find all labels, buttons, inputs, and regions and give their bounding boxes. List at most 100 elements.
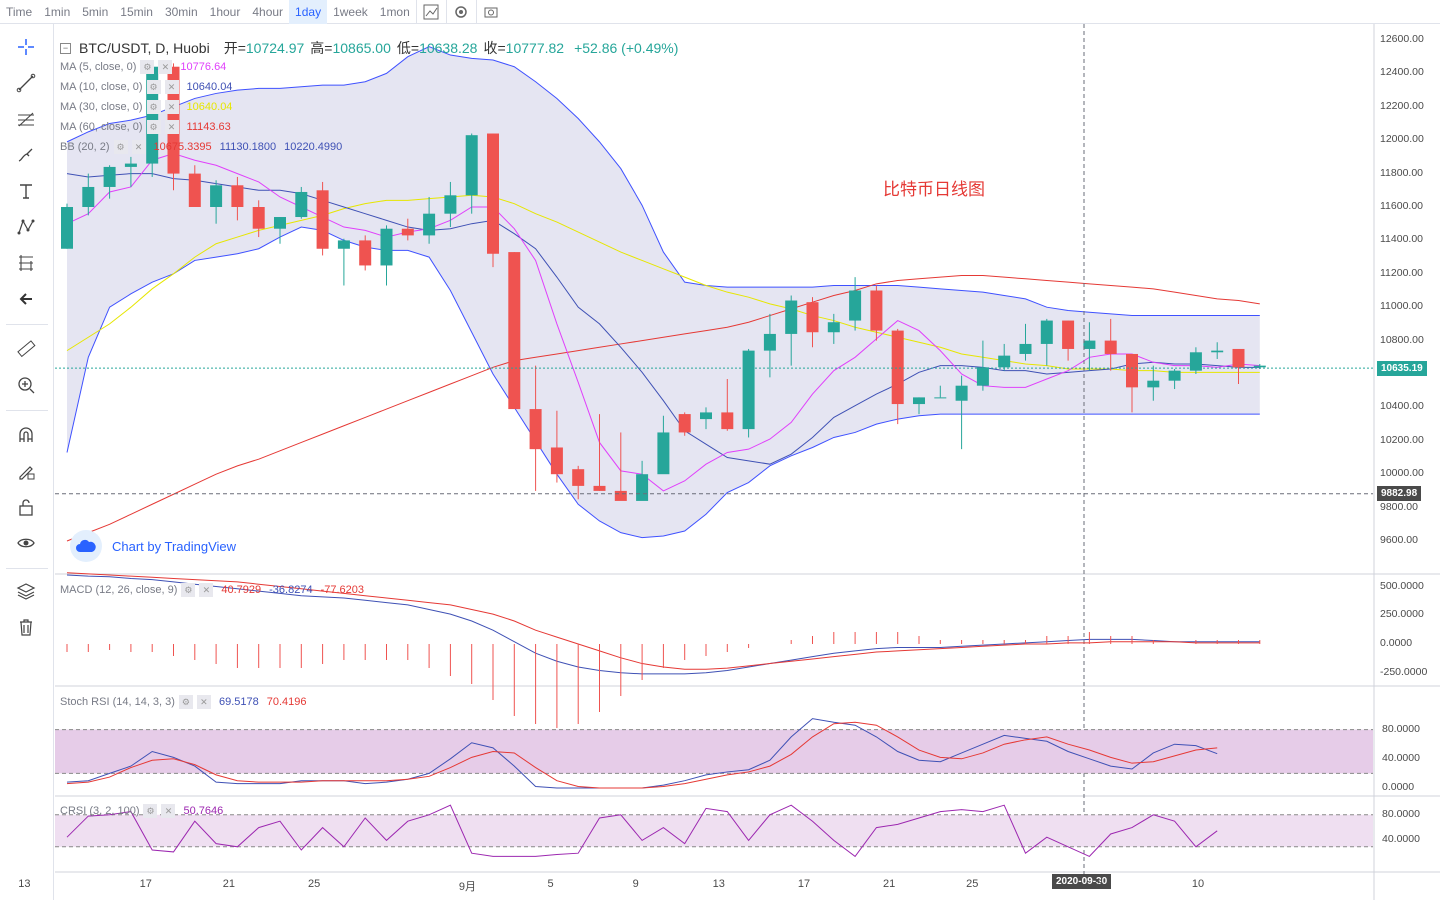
price-chart[interactable] — [55, 24, 1440, 900]
screenshot-icon[interactable] — [475, 0, 506, 24]
close-icon[interactable]: ✕ — [164, 100, 179, 114]
candle-body — [550, 447, 563, 475]
candle-body — [678, 414, 691, 433]
candle-body — [295, 191, 308, 218]
macd-legend[interactable]: MACD (12, 26, close, 9) ⚙ ✕ 40.7929 -36.8… — [60, 583, 364, 597]
close-icon[interactable]: ✕ — [164, 120, 179, 134]
macd-axis-label: 250.0000 — [1380, 608, 1424, 621]
candle-body — [955, 385, 968, 401]
close-icon[interactable]: ✕ — [161, 804, 176, 818]
close-icon[interactable]: ✕ — [199, 583, 214, 597]
interval-time[interactable]: Time — [6, 4, 33, 19]
price-axis-label: 11000.00 — [1380, 300, 1424, 313]
close-icon[interactable]: ✕ — [164, 80, 179, 94]
settings-icon[interactable]: ⚙ — [178, 695, 193, 709]
crosshair-icon[interactable] — [9, 32, 43, 62]
price-axis-label: 12400.00 — [1380, 66, 1424, 79]
ma5-legend[interactable]: MA (5, close, 0) ⚙ ✕ 10776.64 — [60, 60, 226, 74]
candle-body — [465, 135, 478, 196]
eye-icon[interactable] — [9, 528, 43, 558]
price-axis-label: 9800.00 — [1380, 500, 1418, 513]
crsi-label: CRSI (3, 2, 100) — [60, 805, 140, 817]
interval-1hour[interactable]: 1hour — [209, 4, 241, 19]
stoch-legend[interactable]: Stoch RSI (14, 14, 3, 3) ⚙ ✕ 69.5178 70.4… — [60, 695, 306, 709]
candle-body — [1062, 320, 1075, 349]
fib-retracement-icon[interactable] — [9, 104, 43, 134]
candle-body — [785, 300, 798, 334]
symbol-title[interactable]: BTC/USDT, D, Huobi — [79, 40, 210, 56]
interval-1mon[interactable]: 1mon — [379, 4, 410, 19]
bollinger-lower-line — [66, 226, 1260, 539]
layers-icon[interactable] — [9, 576, 43, 606]
zoom-in-icon[interactable] — [9, 370, 43, 400]
price-axis-label: 11600.00 — [1380, 200, 1424, 212]
macd-value-2: -36.8274 — [269, 584, 313, 596]
interval-30min[interactable]: 30min — [164, 4, 198, 19]
settings-icon[interactable]: ⚙ — [146, 100, 161, 114]
close-icon[interactable]: ✕ — [131, 140, 146, 154]
ma5-value: 10776.64 — [180, 61, 227, 73]
stoch-band — [55, 729, 1373, 774]
crsi-legend[interactable]: CRSI (3, 2, 100) ⚙ ✕ 50.7646 — [60, 804, 223, 818]
settings-icon[interactable]: ⚙ — [146, 80, 161, 94]
change-value: +52.86 (+0.49%) — [574, 40, 679, 56]
candle-body — [614, 490, 627, 501]
lock-drawing-icon[interactable] — [9, 456, 43, 486]
price-axis-label: 11200.00 — [1380, 266, 1424, 279]
trash-icon[interactable] — [9, 612, 43, 642]
interval-5min[interactable]: 5min — [82, 4, 109, 19]
settings-gear-icon[interactable] — [445, 0, 476, 24]
magnet-icon[interactable] — [9, 420, 43, 450]
candle-body — [1040, 320, 1053, 344]
ma30-value: 10640.04 — [186, 101, 233, 113]
interval-1day[interactable]: 1day — [289, 0, 328, 24]
stoch-axis-label: 40.0000 — [1382, 751, 1420, 764]
prediction-icon[interactable] — [9, 248, 43, 278]
price-axis-label: 9600.00 — [1380, 534, 1418, 546]
chart-style-icon[interactable] — [415, 0, 446, 24]
back-arrow-icon[interactable] — [9, 284, 43, 314]
candle-body — [1211, 350, 1224, 353]
collapse-icon[interactable]: − — [60, 42, 71, 54]
bollinger-band-fill — [67, 46, 1260, 538]
candle-body — [188, 173, 201, 207]
candle-body — [423, 213, 436, 236]
ruler-icon[interactable] — [9, 334, 43, 364]
interval-1week[interactable]: 1week — [333, 4, 368, 19]
candle-body — [508, 252, 521, 410]
settings-icon[interactable]: ⚙ — [140, 60, 155, 74]
text-icon[interactable] — [9, 176, 43, 206]
settings-icon[interactable]: ⚙ — [143, 804, 158, 818]
interval-15min[interactable]: 15min — [120, 4, 153, 19]
interval-4hour[interactable]: 4hour — [252, 4, 284, 19]
tradingview-watermark[interactable]: Chart by TradingView — [70, 530, 236, 562]
unlock-icon[interactable] — [9, 492, 43, 522]
settings-icon[interactable]: ⚙ — [181, 583, 196, 597]
ma60-label: MA (60, close, 0) — [60, 121, 143, 133]
time-axis-label: 21 — [883, 878, 896, 890]
candle-body — [1126, 353, 1138, 388]
price-axis-label: 10200.00 — [1380, 433, 1424, 446]
interval-1min[interactable]: 1min — [44, 4, 71, 19]
price-axis-label: 12000.00 — [1380, 133, 1424, 146]
candle-body — [721, 412, 734, 430]
price-axis-label: 12200.00 — [1380, 99, 1424, 112]
close-icon[interactable]: ✕ — [196, 695, 211, 709]
close-icon[interactable]: ✕ — [158, 60, 173, 74]
settings-icon[interactable]: ⚙ — [146, 120, 161, 134]
pattern-icon[interactable] — [9, 212, 43, 242]
candle-body — [1232, 348, 1245, 368]
candle-body — [82, 186, 95, 207]
time-axis-label: 5 — [1096, 878, 1104, 890]
chart-annotation[interactable]: 比特币日线图 — [883, 180, 985, 199]
stoch-d-line — [66, 721, 1218, 789]
candle-body — [572, 469, 585, 486]
brush-icon[interactable] — [9, 140, 43, 170]
settings-icon[interactable]: ⚙ — [113, 140, 128, 154]
trend-line-icon[interactable] — [9, 68, 43, 98]
macd-value-3: -77.6203 — [320, 584, 365, 596]
ma60-legend[interactable]: MA (60, close, 0) ⚙ ✕ 11143.63 — [60, 120, 231, 134]
ma10-legend[interactable]: MA (10, close, 0) ⚙ ✕ 10640.04 — [60, 80, 232, 94]
ma30-legend[interactable]: MA (30, close, 0) ⚙ ✕ 10640.04 — [60, 100, 232, 114]
bb-legend[interactable]: BB (20, 2) ⚙ ✕ 10675.3395 11130.1800 1022… — [60, 140, 342, 154]
